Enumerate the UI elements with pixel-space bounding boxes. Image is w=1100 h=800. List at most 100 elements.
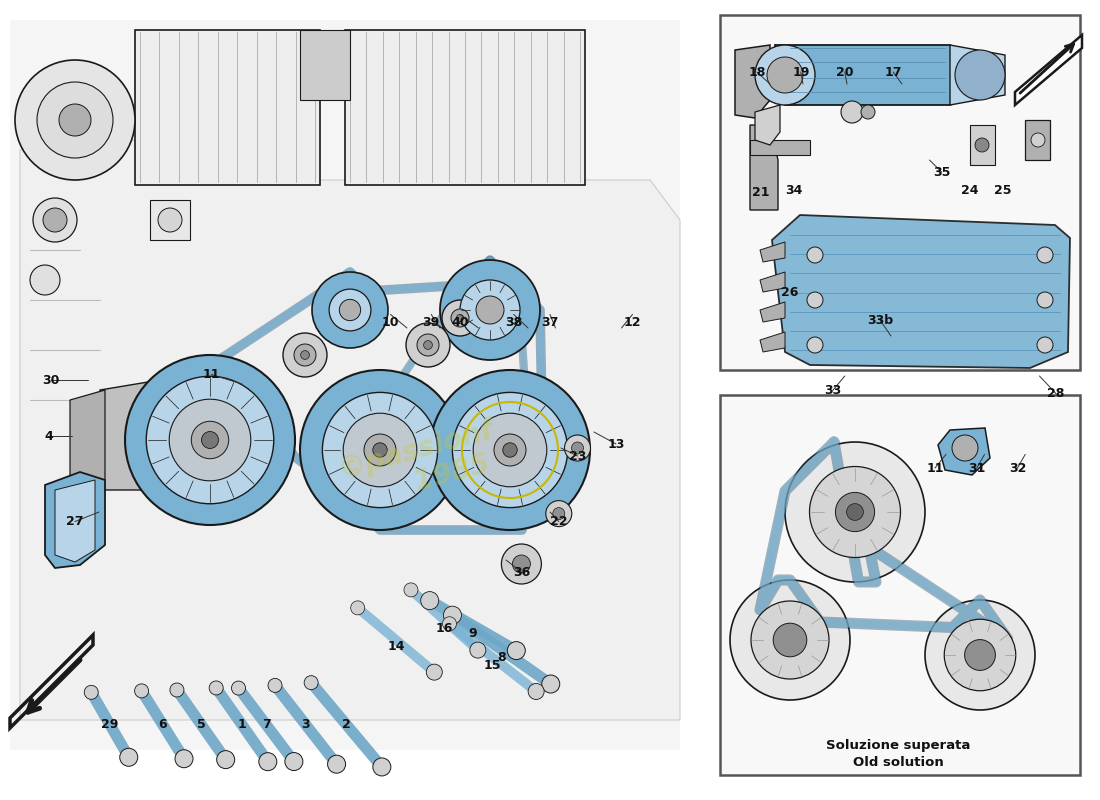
Circle shape <box>442 617 456 630</box>
Circle shape <box>925 600 1035 710</box>
Text: 15: 15 <box>484 659 502 672</box>
Polygon shape <box>760 302 785 322</box>
Polygon shape <box>300 30 350 100</box>
Text: 19: 19 <box>792 66 810 78</box>
Text: 11: 11 <box>926 462 944 474</box>
Circle shape <box>59 104 91 136</box>
Circle shape <box>503 442 517 457</box>
Text: 17: 17 <box>884 66 902 78</box>
Circle shape <box>810 466 901 558</box>
Circle shape <box>420 592 439 610</box>
Text: ©passionf
      1985: ©passionf 1985 <box>336 415 505 515</box>
Circle shape <box>835 492 874 532</box>
Text: 22: 22 <box>550 515 568 528</box>
Polygon shape <box>735 45 770 118</box>
Circle shape <box>209 681 223 695</box>
Circle shape <box>364 434 396 466</box>
Circle shape <box>730 580 850 700</box>
Circle shape <box>343 413 417 486</box>
Polygon shape <box>1025 120 1050 160</box>
Text: Old solution: Old solution <box>852 757 944 770</box>
Polygon shape <box>970 125 996 165</box>
Polygon shape <box>938 428 990 475</box>
Circle shape <box>553 508 564 520</box>
Polygon shape <box>55 480 95 562</box>
Text: 28: 28 <box>1047 387 1065 400</box>
Circle shape <box>33 198 77 242</box>
Circle shape <box>430 370 590 530</box>
Circle shape <box>169 399 251 481</box>
Polygon shape <box>760 332 785 352</box>
Text: 4: 4 <box>44 430 53 442</box>
Circle shape <box>451 309 469 327</box>
Circle shape <box>494 434 526 466</box>
Text: 9: 9 <box>469 627 477 640</box>
Text: 18: 18 <box>748 66 766 78</box>
Circle shape <box>283 333 327 377</box>
Circle shape <box>975 138 989 152</box>
Circle shape <box>268 678 282 692</box>
Circle shape <box>944 619 1015 690</box>
Text: 2: 2 <box>342 718 351 731</box>
Polygon shape <box>70 390 104 490</box>
Circle shape <box>37 82 113 158</box>
Circle shape <box>424 341 432 350</box>
Text: 38: 38 <box>505 316 522 329</box>
Circle shape <box>1037 247 1053 263</box>
Polygon shape <box>772 215 1070 368</box>
Circle shape <box>427 664 442 680</box>
Circle shape <box>955 50 1005 100</box>
Circle shape <box>294 344 316 366</box>
Circle shape <box>146 376 274 504</box>
Circle shape <box>476 296 504 324</box>
Circle shape <box>807 337 823 353</box>
Text: 13: 13 <box>607 438 625 450</box>
Text: 8: 8 <box>497 651 506 664</box>
Circle shape <box>507 642 526 659</box>
Circle shape <box>125 355 295 525</box>
Circle shape <box>373 442 387 457</box>
Polygon shape <box>755 105 780 145</box>
Circle shape <box>541 675 560 693</box>
Circle shape <box>528 683 544 699</box>
Circle shape <box>767 57 803 93</box>
Circle shape <box>965 640 996 670</box>
Text: 32: 32 <box>1009 462 1026 474</box>
Text: 21: 21 <box>752 186 770 198</box>
Text: 11: 11 <box>202 368 220 381</box>
Text: 30: 30 <box>42 374 59 386</box>
Circle shape <box>329 289 371 331</box>
Polygon shape <box>100 380 165 490</box>
Circle shape <box>217 750 234 769</box>
Text: 7: 7 <box>262 718 271 731</box>
Circle shape <box>572 442 583 454</box>
Circle shape <box>417 334 439 356</box>
Polygon shape <box>10 20 680 750</box>
Circle shape <box>406 323 450 367</box>
Circle shape <box>755 45 815 105</box>
Text: 33b: 33b <box>867 314 893 326</box>
Circle shape <box>460 280 520 340</box>
Circle shape <box>300 370 460 530</box>
Circle shape <box>456 314 463 322</box>
Circle shape <box>1037 292 1053 308</box>
Polygon shape <box>776 45 980 105</box>
Circle shape <box>169 683 184 697</box>
Text: 16: 16 <box>436 622 453 634</box>
Text: Soluzione superata: Soluzione superata <box>826 738 970 751</box>
Circle shape <box>470 642 486 658</box>
Circle shape <box>807 292 823 308</box>
Circle shape <box>43 208 67 232</box>
Circle shape <box>120 748 138 766</box>
Circle shape <box>351 601 365 615</box>
Circle shape <box>328 755 345 774</box>
Circle shape <box>440 260 540 360</box>
Circle shape <box>842 101 864 123</box>
Text: 34: 34 <box>785 184 803 197</box>
Polygon shape <box>760 272 785 292</box>
Circle shape <box>473 413 547 486</box>
Text: 29: 29 <box>101 718 119 731</box>
Bar <box>135 30 320 185</box>
Text: 3: 3 <box>301 718 310 731</box>
Bar <box>720 395 1080 775</box>
